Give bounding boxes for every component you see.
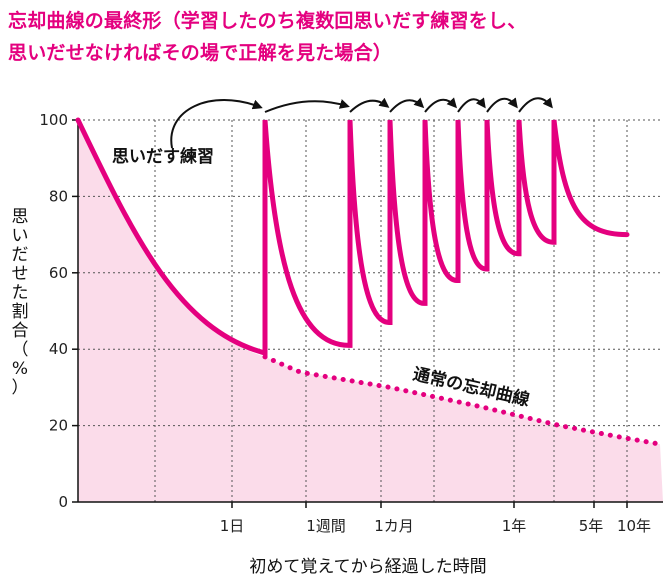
x-tick-label-1: 1週間	[306, 517, 346, 535]
y-tick-label-20: 20	[49, 417, 68, 435]
x-tick-label-0: 1日	[220, 517, 245, 535]
x-tick-label-5: 10年	[617, 517, 651, 535]
arrow-3	[389, 97, 425, 113]
y-tick-label-80: 80	[49, 187, 68, 205]
y-tick-label-100: 100	[39, 111, 68, 129]
retrieval-practice-curve	[75, 117, 630, 357]
arrow-5	[457, 97, 486, 113]
y-tick-label-60: 60	[49, 264, 68, 282]
y-tick-label-40: 40	[49, 340, 68, 358]
chart-title-line-2: 思いだせなければその場で正解を見た場合）	[8, 42, 393, 64]
annotation-retrieval-practice: 思いだす練習	[112, 146, 214, 167]
arrow-2	[349, 97, 390, 113]
x-tick-label-4: 5年	[579, 517, 604, 535]
arrow-0	[170, 99, 263, 149]
arrow-6	[486, 97, 518, 113]
chart-title: 忘却曲線の最終形（学習したのち複数回思いだす練習をし、	[8, 10, 527, 32]
arrow-7	[518, 97, 553, 113]
x-axis-label: 初めて覚えてから経過した時間	[249, 557, 486, 577]
arrow-1	[264, 99, 350, 113]
x-tick-label-2: 1カ月	[374, 517, 414, 535]
forgetting-area-fill	[78, 120, 663, 502]
x-tick-label-3: 1年	[502, 517, 527, 535]
y-axis-label: 思いだせた割合（%）	[12, 207, 29, 398]
arrow-4	[424, 97, 458, 113]
y-tick-label-0: 0	[58, 493, 68, 511]
